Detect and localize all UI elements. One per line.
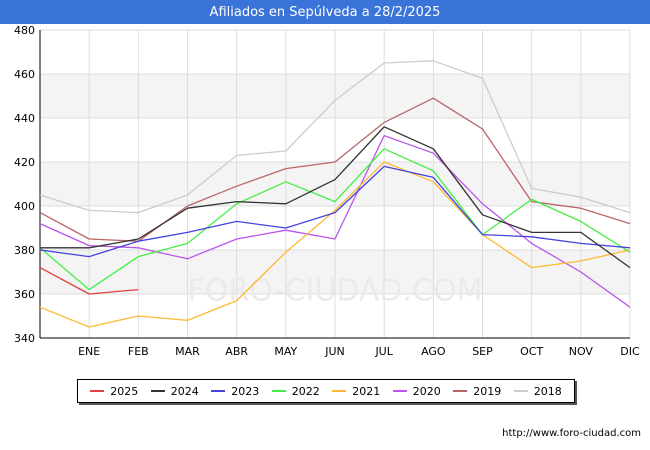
- x-tick-label: MAY: [274, 345, 297, 358]
- x-tick-label: DIC: [620, 345, 640, 358]
- series-line-2022: [39, 148, 631, 291]
- legend-label: 2022: [291, 384, 320, 398]
- legend-item-2023: 2023: [211, 385, 259, 398]
- y-tick-label: 460: [14, 68, 35, 81]
- legend-swatch: [513, 390, 528, 392]
- legend-label: 2023: [231, 384, 260, 398]
- legend-swatch: [150, 390, 165, 392]
- legend-item-2024: 2024: [150, 384, 199, 398]
- legend-label: 2019: [473, 384, 502, 398]
- y-tick-label: 440: [14, 112, 35, 125]
- series-line-2018: [39, 60, 631, 214]
- line-chart: FORO-CIUDAD.COM 340 360 380 400 420 440 460 480…: [14, 24, 640, 358]
- x-tick-label: FEB: [128, 345, 149, 358]
- source-url: http://www.foro-ciudad.com: [502, 428, 641, 439]
- legend-swatch: [332, 390, 347, 392]
- x-tick-label: JUL: [374, 345, 393, 358]
- x-tick-label: MAR: [175, 345, 200, 358]
- x-tick-labels: ENE FEB MAR ABR MAY JUN JUL AGO SEP OCT NOV DIC: [78, 345, 640, 358]
- x-tick-label: ABR: [225, 345, 248, 358]
- legend-item-2021: 2021: [332, 385, 380, 398]
- x-tick-label: OCT: [520, 345, 543, 358]
- chart-title: Afiliados en Sepúlveda a 28/2/2025: [0, 0, 650, 24]
- y-tick-label: 380: [14, 244, 35, 257]
- legend-swatch: [271, 390, 286, 392]
- legend-swatch: [90, 390, 105, 392]
- y-tick-label: 480: [14, 24, 35, 37]
- y-tick-labels: 340 360 380 400 420 440 460 480: [14, 24, 35, 345]
- x-tick-label: AGO: [421, 345, 446, 358]
- legend-swatch: [392, 390, 407, 392]
- y-tick-label: 360: [14, 288, 35, 301]
- legend-swatch: [211, 390, 226, 392]
- watermark: FORO-CIUDAD.COM: [188, 274, 483, 309]
- series-line-2021: [39, 161, 631, 328]
- legend-label: 2018: [533, 384, 562, 398]
- legend-item-2020: 2020: [392, 384, 441, 398]
- series-line-2020: [39, 134, 631, 308]
- legend-label: 2025: [110, 384, 139, 398]
- x-tick-label: NOV: [569, 345, 594, 358]
- legend-item-2019: 2019: [453, 385, 501, 398]
- legend-label: 2021: [352, 384, 381, 398]
- x-tick-label: JUN: [324, 345, 345, 358]
- axes: [39, 30, 630, 339]
- legend-item-2025: 2025: [90, 385, 138, 398]
- y-tick-label: 420: [14, 156, 35, 169]
- series-line-2025: [39, 267, 139, 295]
- x-tick-label: ENE: [78, 345, 100, 358]
- series-line-2023: [39, 165, 631, 258]
- x-tick-label: SEP: [472, 345, 493, 358]
- y-tick-label: 340: [14, 332, 35, 345]
- legend-label: 2024: [170, 384, 199, 398]
- legend: 2025 2024 2023 2022 2021 2020 2019 2018: [77, 379, 575, 403]
- legend-swatch: [453, 390, 468, 392]
- series-lines: [39, 60, 631, 328]
- legend-item-2022: 2022: [271, 384, 320, 398]
- legend-label: 2020: [412, 384, 441, 398]
- legend-item-2018: 2018: [513, 384, 562, 398]
- y-tick-label: 400: [14, 200, 35, 213]
- series-line-2024: [40, 126, 631, 269]
